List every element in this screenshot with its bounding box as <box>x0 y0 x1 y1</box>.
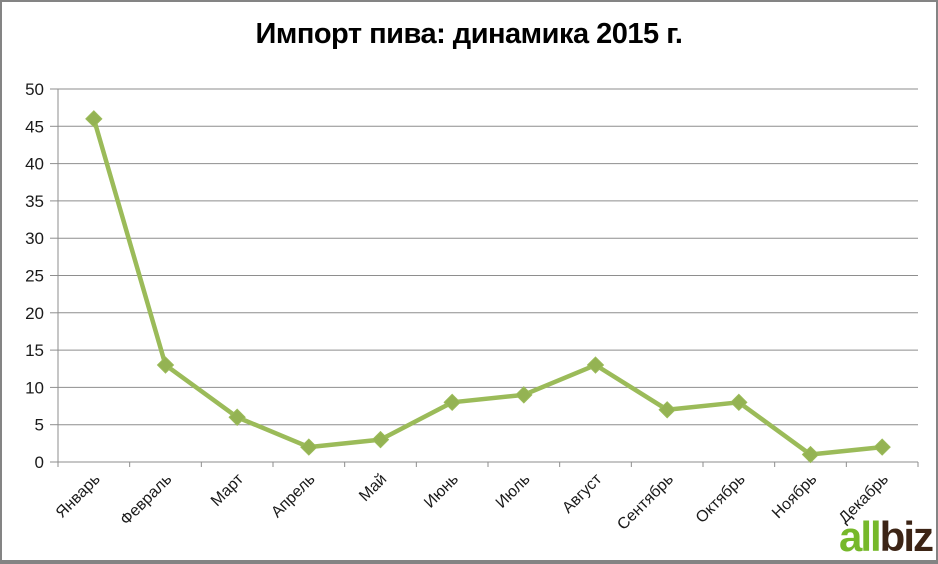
x-axis-tick-label: Февраль <box>117 471 175 529</box>
x-axis-tick-label: Май <box>356 471 390 505</box>
data-point-marker <box>156 356 175 374</box>
series-line <box>91 116 885 457</box>
allbiz-logo-biz: biz <box>879 513 934 560</box>
data-point-marker <box>658 401 676 419</box>
x-axis-tick-label: Март <box>208 470 248 510</box>
y-axis-tick-label: 50 <box>25 80 44 99</box>
x-axis-tick-label: Апрель <box>268 471 318 521</box>
allbiz-logo: allbiz <box>838 513 934 560</box>
x-axis-tick-label: Январь <box>53 471 104 522</box>
data-point-marker <box>801 445 820 464</box>
y-axis-tick-label: 35 <box>25 192 44 211</box>
chart-title: Импорт пива: динамика 2015 г. <box>255 18 683 50</box>
y-axis-tick-label: 20 <box>25 304 44 323</box>
y-axis-tick-label: 5 <box>35 416 44 435</box>
data-point-marker <box>443 393 461 412</box>
x-axis-tick-label: Июнь <box>421 471 462 512</box>
data-point-marker <box>85 110 103 128</box>
x-axis-tick-label: Октябрь <box>693 471 749 527</box>
data-point-marker <box>586 356 605 374</box>
y-axis-tick-label: 40 <box>25 155 44 174</box>
y-axis-tick-label: 0 <box>35 453 44 472</box>
allbiz-logo-all: all <box>838 513 882 560</box>
x-axis-tick-label: Июль <box>493 471 534 512</box>
data-point-marker <box>873 438 891 456</box>
x-axis-tick-label: Сентябрь <box>614 471 677 534</box>
data-point-marker <box>228 408 246 426</box>
y-axis-tick-label: 45 <box>25 117 44 136</box>
y-axis-tick-label: 10 <box>25 378 44 397</box>
y-axis-tick-label: 15 <box>25 341 44 360</box>
x-axis-tick-label: Август <box>559 470 606 517</box>
data-point-marker <box>371 430 390 449</box>
data-point-marker <box>730 393 748 412</box>
x-axis-tick-label: Ноябрь <box>769 471 820 522</box>
data-point-marker <box>300 438 318 456</box>
y-axis-tick-label: 25 <box>25 267 44 286</box>
data-point-marker <box>515 386 533 404</box>
y-axis-tick-label: 30 <box>25 229 44 248</box>
